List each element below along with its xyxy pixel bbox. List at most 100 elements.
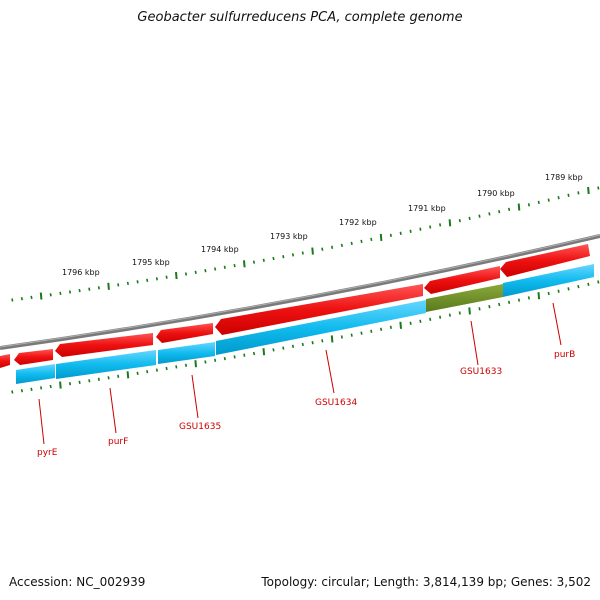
leader-line-purB bbox=[552, 302, 562, 346]
outer-minor-tick bbox=[439, 223, 442, 227]
gene-reverse-pyrE[interactable] bbox=[16, 364, 55, 384]
gene-label-purB[interactable]: purB bbox=[554, 350, 575, 360]
gene-label-GSU1634[interactable]: GSU1634 bbox=[315, 398, 357, 408]
gene-forward-purB[interactable] bbox=[500, 244, 590, 277]
outer-major-tick bbox=[39, 292, 43, 300]
gene-label-GSU1635[interactable]: GSU1635 bbox=[179, 422, 221, 432]
inner-minor-tick bbox=[20, 389, 23, 393]
outer-minor-tick bbox=[370, 237, 373, 242]
gene-label-pyrE[interactable]: pyrE bbox=[37, 448, 58, 458]
outer-minor-tick bbox=[557, 196, 560, 200]
gene-reverse-GSU1635[interactable] bbox=[158, 342, 215, 364]
outer-minor-tick bbox=[126, 281, 129, 286]
inner-minor-tick bbox=[233, 355, 236, 359]
outer-minor-tick bbox=[508, 207, 511, 212]
gene-forward-GSU1633[interactable] bbox=[424, 266, 500, 294]
kbp-label-1795: 1795 kbp bbox=[132, 258, 170, 267]
inner-minor-tick bbox=[214, 358, 217, 362]
inner-major-tick bbox=[399, 321, 402, 329]
outer-minor-tick bbox=[262, 258, 265, 262]
outer-minor-tick bbox=[97, 286, 100, 290]
gene-reverse-purB[interactable] bbox=[503, 264, 594, 297]
outer-minor-tick bbox=[204, 269, 207, 273]
gene-forward-pyrE[interactable] bbox=[14, 349, 53, 365]
inner-minor-tick bbox=[175, 365, 178, 369]
gene-label-GSU1633[interactable]: GSU1633 bbox=[460, 367, 502, 377]
inner-minor-tick bbox=[439, 315, 442, 319]
kbp-label-1790: 1790 kbp bbox=[477, 189, 515, 198]
inner-minor-tick bbox=[458, 311, 461, 315]
leader-line-GSU1635 bbox=[191, 374, 199, 419]
outer-minor-tick bbox=[272, 256, 275, 261]
outer-minor-tick bbox=[291, 253, 295, 257]
inner-minor-tick bbox=[40, 386, 43, 390]
gene-forward-1[interactable] bbox=[0, 354, 10, 368]
outer-minor-tick bbox=[340, 243, 343, 248]
gene-reverse-GSU1634[interactable] bbox=[216, 300, 426, 355]
inner-major-tick bbox=[468, 307, 471, 315]
outer-minor-tick bbox=[155, 277, 158, 281]
inner-minor-tick bbox=[252, 351, 256, 356]
outer-minor-tick bbox=[146, 278, 149, 282]
outer-minor-tick bbox=[429, 225, 432, 229]
inner-minor-tick bbox=[117, 374, 120, 378]
gene-forward-purF[interactable] bbox=[55, 333, 153, 357]
gene-forward-GSU1634[interactable] bbox=[215, 284, 423, 335]
inner-minor-tick bbox=[409, 321, 412, 325]
outer-major-tick bbox=[107, 282, 110, 290]
inner-minor-tick bbox=[107, 376, 110, 380]
outer-major-tick bbox=[311, 247, 314, 255]
kbp-label-1792: 1792 kbp bbox=[339, 218, 377, 227]
gene-reverse-GSU1633-highlight[interactable] bbox=[426, 284, 503, 312]
outer-minor-tick bbox=[11, 298, 14, 302]
outer-minor-tick bbox=[117, 283, 120, 287]
inner-minor-tick bbox=[360, 331, 363, 335]
inner-minor-tick bbox=[370, 329, 373, 333]
inner-minor-tick bbox=[78, 380, 81, 384]
inner-minor-tick bbox=[291, 344, 295, 348]
kbp-label-1794: 1794 kbp bbox=[201, 245, 239, 254]
leader-line-purF bbox=[109, 387, 117, 434]
inner-minor-tick bbox=[517, 298, 521, 302]
inner-minor-tick bbox=[204, 360, 207, 364]
outer-minor-tick bbox=[59, 291, 62, 296]
inner-minor-tick bbox=[146, 370, 149, 374]
inner-minor-tick bbox=[282, 346, 285, 350]
inner-minor-tick bbox=[389, 325, 392, 329]
inner-major-tick bbox=[194, 360, 197, 368]
inner-minor-tick bbox=[587, 282, 590, 286]
outer-minor-tick bbox=[30, 295, 33, 300]
inner-minor-tick bbox=[577, 284, 580, 289]
gene-reverse-purF[interactable] bbox=[56, 350, 156, 379]
inner-minor-tick bbox=[557, 289, 560, 293]
kbp-label-1789: 1789 kbp bbox=[545, 173, 583, 182]
outer-minor-tick bbox=[419, 227, 422, 231]
gene-label-purF[interactable]: purF bbox=[108, 437, 128, 447]
accession-text: Accession: NC_002939 bbox=[9, 575, 146, 589]
inner-minor-tick bbox=[165, 366, 168, 371]
map-title: Geobacter sulfurreducens PCA, complete g… bbox=[137, 10, 463, 25]
inner-minor-tick bbox=[311, 341, 314, 345]
outer-minor-tick bbox=[567, 193, 570, 197]
outer-minor-tick bbox=[214, 267, 217, 271]
inner-minor-tick bbox=[11, 390, 14, 394]
inner-minor-tick bbox=[223, 356, 226, 361]
inner-minor-tick bbox=[30, 387, 33, 391]
inner-minor-tick bbox=[243, 353, 246, 357]
outer-minor-tick bbox=[468, 216, 471, 221]
genome-backbone bbox=[0, 234, 600, 350]
inner-minor-tick bbox=[136, 371, 139, 375]
outer-minor-tick bbox=[165, 275, 168, 279]
inner-minor-tick bbox=[419, 319, 422, 323]
gene-forward-GSU1635[interactable] bbox=[156, 323, 213, 343]
outer-minor-tick bbox=[389, 233, 392, 238]
leader-line-pyrE bbox=[38, 398, 45, 445]
outer-minor-tick bbox=[350, 241, 353, 246]
inner-minor-tick bbox=[478, 307, 481, 311]
inner-major-tick bbox=[126, 371, 130, 379]
inner-minor-tick bbox=[429, 317, 432, 321]
outer-minor-tick bbox=[68, 290, 72, 294]
inner-minor-tick bbox=[184, 363, 188, 367]
leader-line-GSU1634 bbox=[325, 349, 335, 394]
